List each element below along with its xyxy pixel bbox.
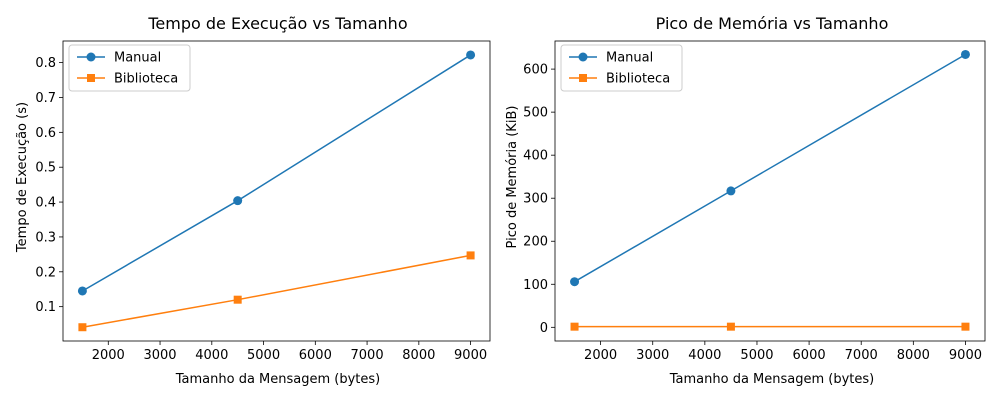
x-tick-label: 8000: [897, 348, 930, 363]
y-axis-label: Pico de Memória (KiB): [505, 106, 520, 249]
x-tick-label: 9000: [454, 348, 487, 363]
data-point-biblioteca: [233, 295, 242, 304]
data-point-manual: [726, 186, 736, 196]
y-tick-label: 0.2: [35, 265, 56, 280]
chart-title: Tempo de Execução vs Tamanho: [147, 14, 407, 33]
x-tick-label: 9000: [949, 348, 982, 363]
plot-area: 2000 3000 4000 5000 6000 7000 8000 9000 0 100 200 3…: [523, 40, 986, 363]
legend-label: Biblioteca: [606, 72, 670, 87]
y-tick-label: 600: [523, 63, 548, 78]
data-point-manual: [466, 50, 476, 60]
axes-frame: [554, 40, 986, 342]
chart-execution-time: Tempo de Execução vs Tamanho Tamanho da …: [15, 14, 491, 387]
y-tick-label: 400: [523, 149, 548, 164]
data-point-biblioteca: [570, 322, 579, 331]
data-point-biblioteca: [466, 251, 475, 260]
data-point-biblioteca: [961, 322, 970, 331]
x-tick-label: 8000: [402, 348, 435, 363]
legend-label: Manual: [114, 51, 161, 66]
y-tick-label: 0.1: [35, 300, 56, 315]
x-axis-label: Tamanho da Mensagem (bytes): [175, 372, 381, 387]
y-axis-label: Tempo de Execução (s): [15, 102, 30, 253]
chart-peak-memory: Pico de Memória vs Tamanho Tamanho da Me…: [505, 14, 986, 387]
y-tick-label: 0.8: [35, 56, 56, 71]
y-tick-label: 0.7: [35, 91, 56, 106]
legend-marker: [87, 74, 95, 82]
x-tick-label: 7000: [351, 348, 384, 363]
y-tick-label: 200: [523, 235, 548, 250]
legend-marker: [578, 52, 588, 62]
data-point-biblioteca: [78, 323, 87, 332]
plot-area: 2000 3000 4000 5000 6000 7000 8000 9000 0.1 0.2 0.…: [35, 40, 491, 363]
legend-label: Biblioteca: [114, 72, 178, 87]
x-tick-label: 5000: [740, 348, 773, 363]
legend-label: Manual: [606, 51, 653, 66]
x-axis-label: Tamanho da Mensagem (bytes): [669, 372, 875, 387]
x-tick-label: 4000: [195, 348, 228, 363]
x-tick-label: 5000: [247, 348, 280, 363]
data-point-manual: [77, 286, 87, 296]
x-tick-label: 6000: [299, 348, 332, 363]
x-tick-label: 3000: [636, 348, 669, 363]
data-point-manual: [960, 49, 970, 59]
chart-title: Pico de Memória vs Tamanho: [656, 14, 889, 33]
x-tick-label: 2000: [92, 348, 125, 363]
data-point-manual: [570, 277, 580, 287]
y-tick-label: 300: [523, 192, 548, 207]
y-tick-label: 0.6: [35, 126, 56, 141]
legend-marker: [579, 74, 587, 82]
y-tick-label: 0.3: [35, 230, 56, 245]
x-tick-label: 7000: [845, 348, 878, 363]
data-point-manual: [233, 196, 243, 206]
y-tick-label: 0: [540, 321, 548, 336]
x-tick-label: 4000: [688, 348, 721, 363]
legend-marker: [86, 52, 96, 62]
axes-frame: [62, 40, 491, 342]
y-tick-label: 0.5: [35, 161, 56, 176]
x-tick-label: 2000: [584, 348, 617, 363]
y-tick-label: 100: [523, 278, 548, 293]
y-tick-label: 0.4: [35, 196, 56, 211]
y-tick-label: 500: [523, 106, 548, 121]
x-tick-label: 6000: [793, 348, 826, 363]
data-point-biblioteca: [726, 322, 735, 331]
x-tick-label: 3000: [143, 348, 176, 363]
